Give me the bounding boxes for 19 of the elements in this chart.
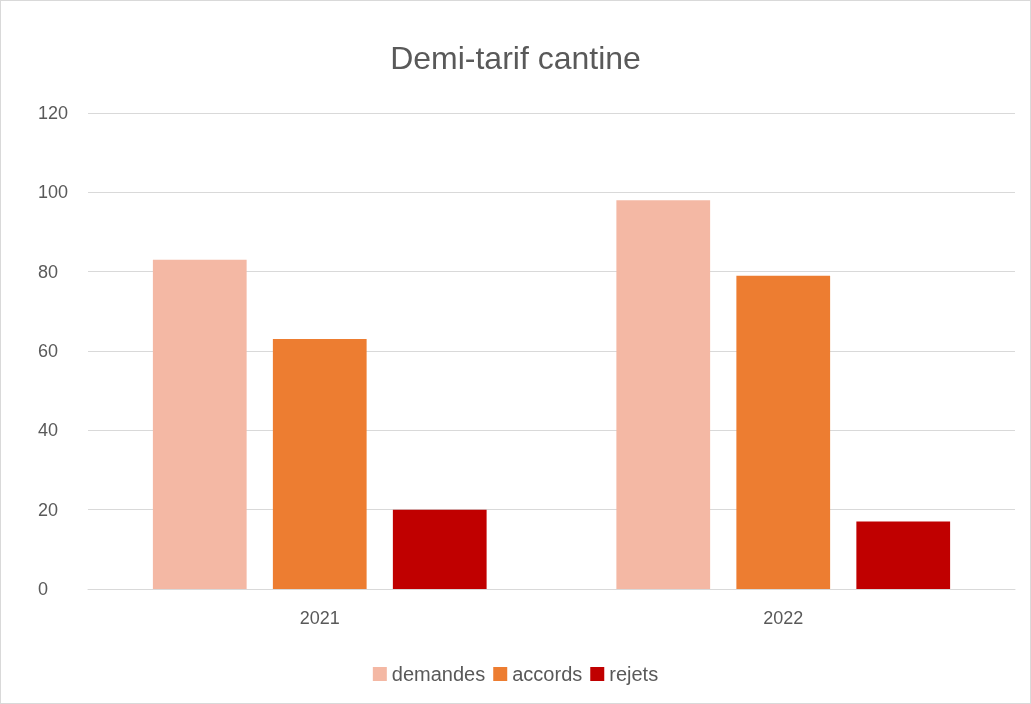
y-tick-label: 0 <box>38 579 49 599</box>
y-tick-label: 40 <box>38 420 59 441</box>
y-tick-label: 120 <box>38 103 69 123</box>
bar <box>856 521 951 589</box>
bar <box>736 275 831 589</box>
bar <box>616 200 711 589</box>
x-tick-label: 2022 <box>763 608 804 628</box>
chart-title: Demi-tarif cantine <box>390 40 641 76</box>
bar <box>152 259 247 589</box>
y-tick-label: 80 <box>38 261 59 282</box>
legend-label: demandes <box>391 663 486 685</box>
y-tick-label: 100 <box>38 182 69 203</box>
bar <box>272 339 367 589</box>
x-tick-label: 2021 <box>299 608 340 628</box>
bar <box>392 509 487 589</box>
y-tick-label: 60 <box>38 341 59 361</box>
legend-label: accords <box>512 663 583 685</box>
legend-label: rejets <box>609 663 659 685</box>
y-tick-label: 20 <box>38 499 59 520</box>
